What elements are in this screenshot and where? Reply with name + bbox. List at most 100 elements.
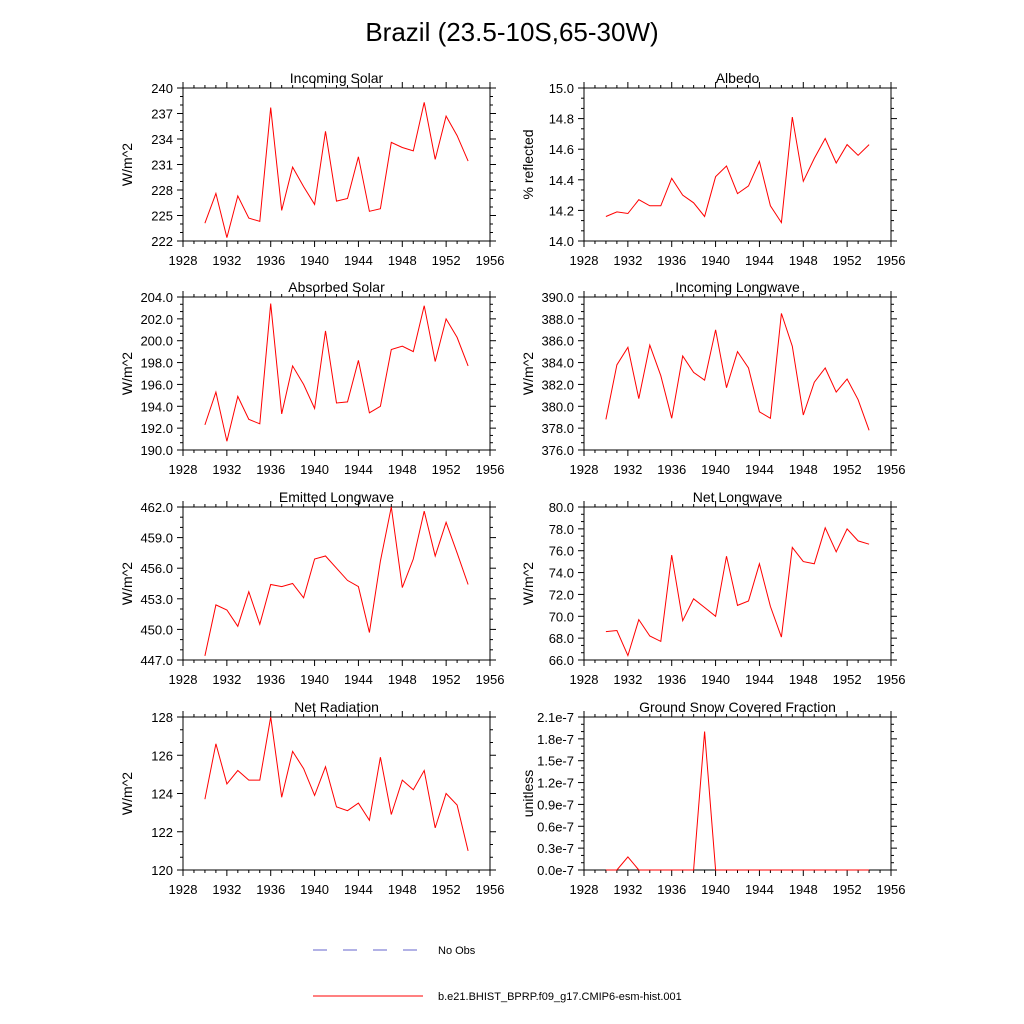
y-tick-label: 2.1e-7 [537,710,574,725]
x-tick-label: 1952 [432,253,461,268]
panel-title: Incoming Solar [290,70,384,86]
plot-frame [583,296,892,451]
y-tick-label: 192.0 [140,421,173,436]
x-tick-label: 1956 [877,672,906,687]
panel-title: Net Longwave [693,489,783,505]
y-tick-label: 453.0 [140,592,173,607]
x-tick-label: 1952 [833,253,862,268]
y-axis-label: unitless [520,770,536,817]
y-tick-label: 124 [151,787,173,802]
y-tick-label: 78.0 [549,522,574,537]
y-tick-label: 80.0 [549,500,574,515]
x-tick-label: 1940 [300,672,329,687]
y-tick-label: 240 [151,81,173,96]
plot-frame [583,506,892,661]
series-line [204,102,469,238]
y-tick-label: 382.0 [541,377,574,392]
panel-title: Emitted Longwave [279,489,394,505]
x-tick-label: 1952 [833,462,862,477]
y-tick-label: 76.0 [549,544,574,559]
panel-title: Incoming Longwave [675,279,800,295]
x-tick-label: 1936 [657,672,686,687]
y-tick-label: 72.0 [549,587,574,602]
figure-title: Brazil (23.5-10S,65-30W) [365,17,658,47]
plot-frame [583,87,892,242]
y-tick-label: 14.2 [549,203,574,218]
y-tick-label: 15.0 [549,81,574,96]
panel-emitted-longwave: Emitted Longwave W/m^2 1928 1932 1936 1940 194… [119,489,504,687]
x-tick-label: 1956 [877,882,906,897]
x-tick-label: 1932 [212,462,241,477]
x-tick-label: 1940 [300,882,329,897]
y-tick-label: 450.0 [140,622,173,637]
y-tick-label: 190.0 [140,443,173,458]
x-tick-label: 1940 [701,253,730,268]
y-tick-label: 122 [151,825,173,840]
series-line [605,117,870,225]
panel-net-radiation: Net Radiation W/m^2 1928 1932 1936 1940 1944 19… [119,699,504,897]
y-tick-label: 237 [151,107,173,122]
series-line [605,526,870,658]
panel-ground-snow-covered-fraction: Ground Snow Covered Fraction unitless 1928… [520,699,905,897]
x-tick-label: 1952 [432,882,461,897]
y-tick-label: 386.0 [541,334,574,349]
y-axis-label: W/m^2 [520,562,536,605]
y-tick-label: 74.0 [549,566,574,581]
x-tick-label: 1936 [256,882,285,897]
y-tick-label: 384.0 [541,356,574,371]
x-tick-label: 1940 [300,462,329,477]
y-tick-label: 459.0 [140,531,173,546]
y-tick-label: 390.0 [541,290,574,305]
x-tick-label: 1932 [613,672,642,687]
series-line [605,731,870,871]
x-tick-label: 1956 [877,253,906,268]
x-tick-label: 1928 [570,882,599,897]
y-tick-label: 0.3e-7 [537,841,574,856]
y-tick-label: 194.0 [140,399,173,414]
x-tick-label: 1928 [169,462,198,477]
x-tick-label: 1952 [432,462,461,477]
x-tick-label: 1940 [701,462,730,477]
plot-frame [583,716,892,871]
y-tick-label: 200.0 [140,334,173,349]
y-axis-label: W/m^2 [119,143,135,186]
x-tick-label: 1944 [344,672,373,687]
y-tick-label: 14.4 [549,173,574,188]
y-tick-label: 378.0 [541,421,574,436]
y-tick-label: 376.0 [541,443,574,458]
x-tick-label: 1928 [169,672,198,687]
y-tick-label: 222 [151,234,173,249]
y-axis-label: W/m^2 [119,562,135,605]
y-tick-label: 447.0 [140,653,173,668]
x-tick-label: 1940 [300,253,329,268]
y-tick-label: 388.0 [541,312,574,327]
x-tick-label: 1932 [613,253,642,268]
y-tick-label: 1.5e-7 [537,754,574,769]
y-tick-label: 70.0 [549,609,574,624]
x-tick-label: 1944 [745,882,774,897]
x-tick-label: 1940 [701,672,730,687]
x-tick-label: 1944 [344,462,373,477]
x-tick-label: 1936 [256,462,285,477]
x-tick-label: 1948 [388,462,417,477]
x-tick-label: 1944 [344,882,373,897]
plot-frame [182,296,491,451]
x-tick-label: 1936 [657,462,686,477]
y-tick-label: 1.2e-7 [537,776,574,791]
x-tick-label: 1936 [256,253,285,268]
plot-frame [182,87,491,242]
x-tick-label: 1932 [212,672,241,687]
x-tick-label: 1944 [745,462,774,477]
series-line [204,716,469,852]
x-tick-label: 1952 [833,672,862,687]
panel-net-longwave: Net Longwave W/m^2 1928 1932 1936 1940 1944 194… [520,489,905,687]
y-tick-label: 231 [151,158,173,173]
y-tick-label: 196.0 [140,377,173,392]
y-tick-label: 68.0 [549,631,574,646]
series-line [204,506,469,657]
x-tick-label: 1936 [256,672,285,687]
x-tick-label: 1948 [789,672,818,687]
x-tick-label: 1928 [169,882,198,897]
x-tick-label: 1948 [388,253,417,268]
x-tick-label: 1948 [388,672,417,687]
